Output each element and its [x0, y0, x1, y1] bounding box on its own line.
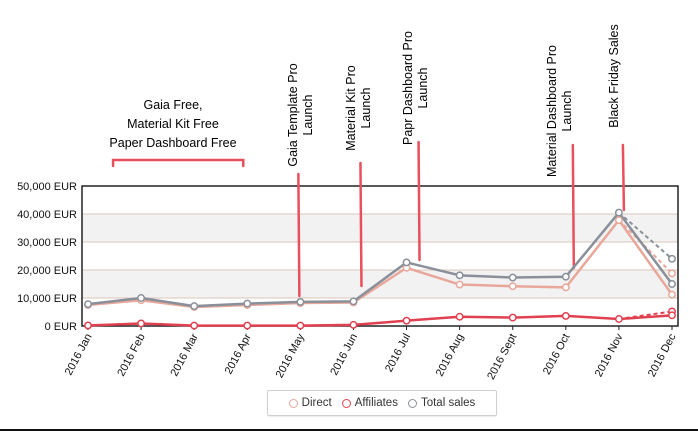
annotation-bracket — [111, 158, 245, 168]
grid-bands — [81, 185, 679, 327]
data-point — [190, 302, 199, 311]
chart-legend: Direct Affiliates Total sales — [267, 390, 497, 416]
annotation-marker-line — [621, 143, 626, 212]
y-tick-label: 50,000 EUR — [17, 181, 77, 193]
x-tick-label: 2016 Feb — [115, 332, 147, 379]
data-point — [668, 290, 676, 299]
annotation-black-friday: Black Friday Sales — [607, 18, 623, 134]
y-tick-label: 20,000 EUR — [17, 265, 77, 277]
data-point — [296, 297, 305, 306]
data-point — [455, 280, 464, 289]
annotation-line: Material Kit Pro — [344, 65, 358, 151]
series-line-last — [617, 211, 674, 285]
legend-label: Total sales — [420, 397, 476, 409]
data-point — [668, 269, 676, 278]
data-point — [243, 321, 252, 330]
data-point — [508, 282, 517, 291]
series-line-dashed — [618, 310, 673, 320]
series-line-last — [617, 219, 674, 296]
annotation-line: Gaia Free, — [143, 98, 203, 112]
data-point — [508, 313, 517, 322]
y-tick-label: 30,000 EUR — [17, 237, 77, 249]
annotation-line: Black Friday Sales — [607, 24, 621, 128]
x-tick-label: 2016 Dec — [646, 331, 679, 379]
data-point — [668, 280, 676, 288]
data-point — [455, 271, 464, 280]
data-point — [402, 316, 411, 325]
annotation-markers — [111, 140, 626, 298]
x-tick-label: 2016 Jan — [63, 332, 95, 378]
bottom-divider — [0, 429, 698, 431]
annotation-line: Papr Dashboard Pro — [401, 31, 415, 145]
data-point — [349, 320, 358, 329]
annotation-material-dashboard-pro: Material Dashboard Pro Launch — [545, 38, 577, 184]
data-point — [402, 258, 411, 267]
annotation-line: Gaia Template Pro — [286, 63, 300, 167]
annotation-marker-line — [571, 143, 576, 270]
x-tick-label: 2016 Apr — [223, 331, 254, 376]
annotation-line: Material Kit Free — [127, 117, 219, 131]
y-axis: 0 EUR 10,000 EUR 20,000 EUR 30,000 EUR 40,00… — [17, 181, 77, 333]
x-tick-label: 2016 Jul — [383, 332, 413, 374]
x-tick-label: 2016 Nov — [593, 331, 626, 379]
legend-item-total-sales[interactable]: Total sales — [407, 397, 476, 409]
x-tick-label: 2016 May — [274, 331, 308, 380]
annotation-marker-line — [417, 140, 421, 262]
data-point — [455, 312, 464, 321]
data-point — [668, 311, 676, 320]
data-point — [508, 273, 517, 282]
legend-item-direct[interactable]: Direct — [288, 397, 332, 409]
data-point — [137, 319, 146, 328]
annotation-marker-line — [359, 161, 363, 288]
x-tick-label: 2016 Sept — [485, 332, 519, 382]
data-point — [84, 300, 92, 309]
data-point — [84, 321, 92, 330]
data-point — [668, 254, 676, 263]
y-tick-label: 10,000 EUR — [17, 293, 77, 305]
y-tick-label: 40,000 EUR — [17, 209, 77, 221]
annotation-free-products: Gaia Free, Material Kit Free Paper Dashb… — [98, 96, 248, 153]
legend-marker — [407, 398, 417, 408]
data-point — [296, 321, 305, 330]
x-tick-label: 2016 Mar — [168, 331, 201, 378]
annotation-line: Launch — [359, 87, 373, 129]
series-points — [84, 208, 676, 330]
data-point — [190, 321, 199, 330]
annotation-material-kit-pro: Material Kit Pro Launch — [344, 58, 376, 158]
series-line-dashed — [618, 211, 673, 260]
data-point — [243, 299, 252, 308]
annotation-gaia-template-pro: Gaia Template Pro Launch — [286, 55, 318, 175]
x-tick-label: 2016 Aug — [434, 332, 466, 379]
legend-label: Direct — [301, 397, 332, 409]
annotation-papr-dashboard-pro: Papr Dashboard Pro Launch — [401, 26, 433, 150]
annotation-line: Material Dashboard Pro — [545, 45, 559, 178]
plot-frame — [81, 185, 679, 327]
x-axis: 2016 Jan 2016 Feb 2016 Mar 2016 Apr 2016 May… — [63, 326, 679, 382]
x-tick-label: 2016 Oct — [541, 332, 573, 377]
grid-band — [82, 214, 678, 242]
data-point — [349, 297, 358, 306]
data-point — [614, 315, 623, 323]
legend-marker — [288, 398, 298, 408]
y-tick-label: 0 EUR — [45, 321, 77, 333]
legend-item-affiliates[interactable]: Affiliates — [341, 397, 398, 409]
data-point — [561, 283, 570, 292]
annotation-line: Launch — [416, 67, 430, 109]
data-point — [137, 294, 146, 302]
legend-marker — [341, 398, 351, 408]
annotation-marker-line — [297, 172, 301, 298]
data-point — [614, 216, 623, 225]
annotation-line: Launch — [560, 90, 574, 132]
data-point — [561, 272, 570, 281]
data-point — [614, 208, 623, 217]
x-tick-label: 2016 Jun — [328, 332, 360, 378]
data-point — [561, 311, 570, 320]
legend-label: Affiliates — [354, 397, 398, 409]
annotation-line: Launch — [301, 94, 315, 136]
annotation-line: Paper Dashboard Free — [109, 136, 237, 150]
